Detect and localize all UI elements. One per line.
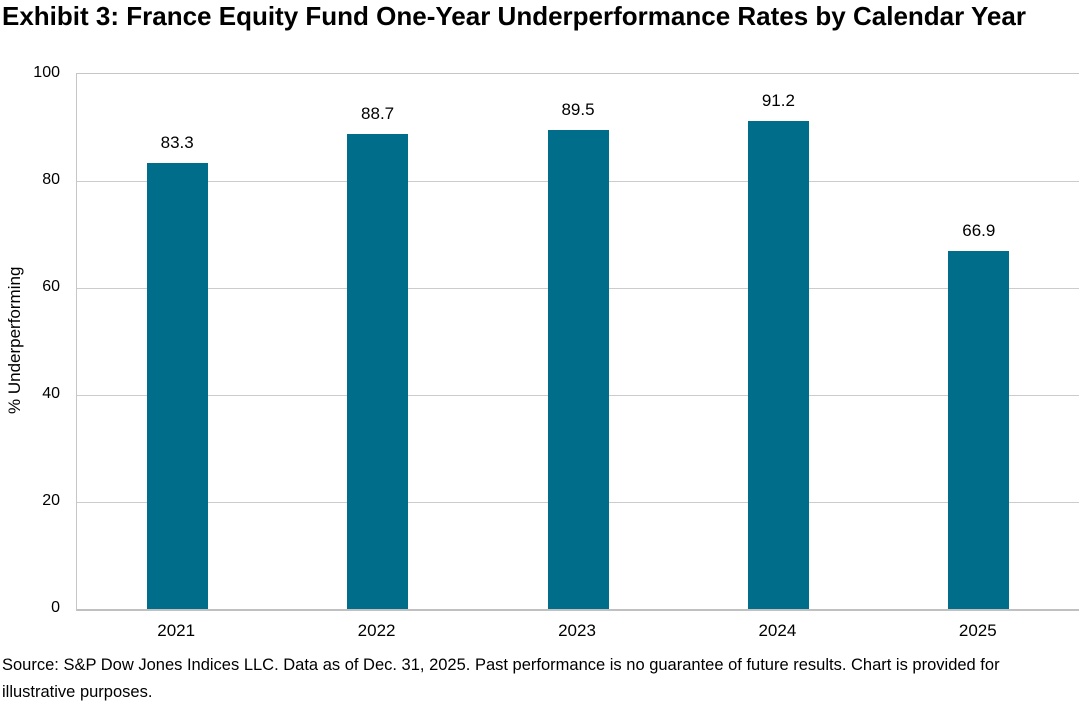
source-note: Source: S&P Dow Jones Indices LLC. Data …: [2, 656, 1000, 701]
chart-title: Exhibit 3: France Equity Fund One-Year U…: [2, 1, 1026, 31]
x-tick-label: 2024: [758, 621, 797, 640]
plot-area: 83.3 88.7 89.5 91.2 66.9: [76, 73, 1079, 611]
y-tick-label: 100: [33, 64, 60, 81]
bar-value-label: 88.7: [361, 104, 395, 124]
y-tick-label: 0: [51, 599, 60, 616]
x-tick-label: 2023: [558, 621, 596, 640]
bar-value-label: 66.9: [962, 221, 996, 241]
x-tick-label: 2021: [157, 621, 196, 640]
bar-2021: [146, 163, 208, 609]
x-tick-label: 2025: [958, 621, 997, 640]
bar-value-label: 91.2: [761, 91, 795, 111]
bar-value-label: 89.5: [561, 100, 595, 120]
bar-2023: [547, 130, 609, 609]
y-tick-label: 80: [42, 171, 60, 188]
x-tick-label: 2022: [357, 621, 396, 640]
bar-2024: [747, 121, 809, 609]
y-tick-label: 20: [42, 492, 60, 509]
y-tick-label: 60: [42, 278, 60, 295]
y-tick-label: 40: [42, 385, 60, 402]
bar-2022: [347, 134, 409, 609]
y-axis-ticks: 0 20 40 60 80 100: [0, 0, 60, 706]
x-axis-ticks: 2021 2022 2023 2024 2025: [76, 620, 1078, 642]
bar-value-label: 83.3: [160, 133, 194, 153]
bar-2025: [948, 251, 1010, 609]
